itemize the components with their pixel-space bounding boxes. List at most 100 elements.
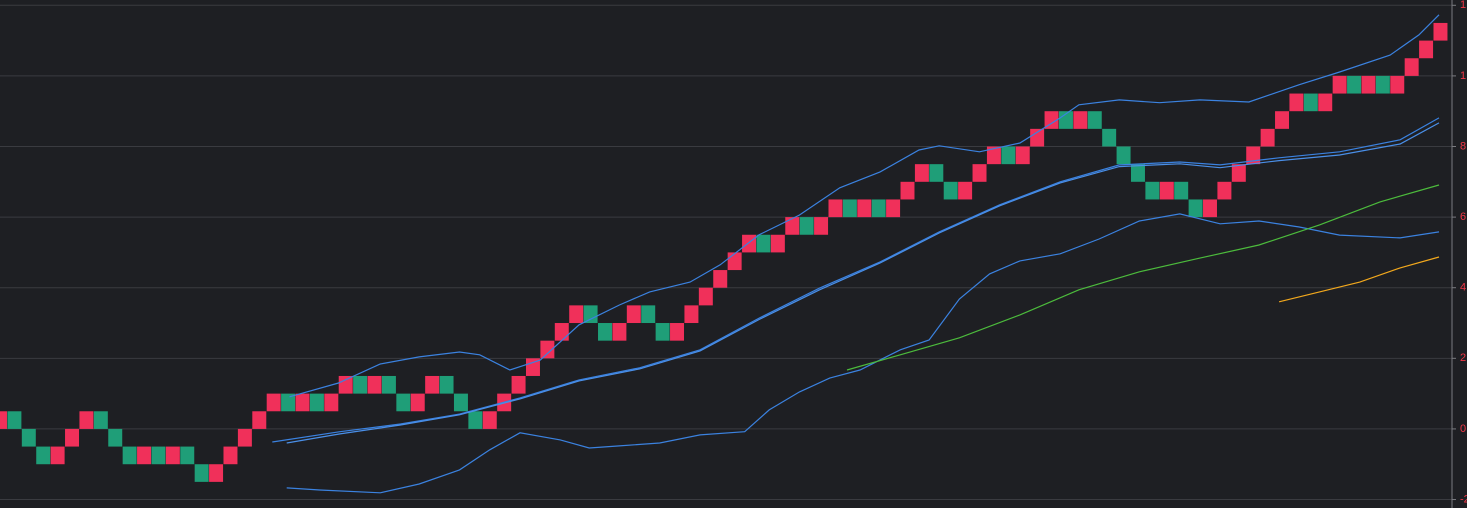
y-tick-label: 4 xyxy=(1460,282,1466,294)
brick xyxy=(151,446,166,465)
brick xyxy=(900,181,915,200)
brick xyxy=(958,181,973,200)
brick xyxy=(367,375,382,394)
brick xyxy=(1130,164,1145,182)
brick xyxy=(223,446,238,465)
brick xyxy=(353,375,368,394)
brick xyxy=(1188,199,1203,218)
brick xyxy=(468,411,483,429)
brick xyxy=(194,464,209,482)
brick xyxy=(21,428,36,447)
brick xyxy=(108,428,123,447)
brick xyxy=(1419,40,1434,59)
brick xyxy=(7,411,22,429)
brick xyxy=(1361,75,1376,94)
brick xyxy=(626,305,641,324)
brick xyxy=(122,446,137,465)
brick xyxy=(670,323,685,341)
brick xyxy=(482,411,497,429)
brick xyxy=(439,375,454,394)
brick xyxy=(713,270,728,288)
brick xyxy=(36,446,51,465)
brick xyxy=(1217,181,1232,200)
brick xyxy=(1332,75,1347,94)
brick xyxy=(698,287,713,306)
y-tick-label: 1 xyxy=(1460,0,1466,11)
brick xyxy=(511,375,526,394)
brick xyxy=(93,411,108,429)
brick xyxy=(1303,93,1318,112)
indicator-line xyxy=(286,213,1440,494)
brick xyxy=(324,393,339,412)
brick xyxy=(1073,111,1088,129)
y-tick-label: 8 xyxy=(1460,140,1466,152)
brick xyxy=(641,305,656,324)
brick xyxy=(453,393,468,412)
brick xyxy=(137,446,152,465)
brick xyxy=(1030,128,1045,147)
brick xyxy=(237,428,252,447)
brick xyxy=(943,181,958,200)
brick xyxy=(338,375,353,394)
brick xyxy=(742,234,757,253)
brick xyxy=(929,164,944,182)
brick xyxy=(799,217,814,235)
brick xyxy=(655,323,670,341)
indicator-line xyxy=(272,117,1440,443)
brick xyxy=(554,323,569,341)
brick xyxy=(1246,146,1261,165)
brick xyxy=(914,164,929,182)
brick xyxy=(1145,181,1160,200)
y-tick-label: 1 xyxy=(1460,70,1466,82)
brick xyxy=(309,393,324,412)
brick xyxy=(583,305,598,324)
brick xyxy=(1318,93,1333,112)
brick xyxy=(1015,146,1030,165)
brick xyxy=(814,217,829,235)
brick xyxy=(886,199,901,218)
brick xyxy=(986,146,1001,165)
brick xyxy=(1260,128,1275,147)
brick xyxy=(1001,146,1016,165)
brick xyxy=(180,446,195,465)
brick xyxy=(410,393,425,412)
brick xyxy=(525,358,540,376)
brick xyxy=(972,164,987,182)
brick xyxy=(1275,111,1290,129)
brick xyxy=(756,234,771,253)
brick xyxy=(540,340,555,359)
brick xyxy=(1087,111,1102,129)
brick xyxy=(1433,22,1448,41)
brick xyxy=(425,375,440,394)
brick xyxy=(1404,58,1419,76)
brick xyxy=(209,464,224,482)
brick xyxy=(785,217,800,235)
brick xyxy=(1203,199,1217,218)
brick xyxy=(0,411,7,429)
brick xyxy=(569,305,584,324)
brick xyxy=(1347,75,1362,94)
brick xyxy=(684,305,699,324)
brick xyxy=(1375,75,1390,94)
y-tick-label: -2 xyxy=(1460,493,1467,505)
brick xyxy=(842,199,857,218)
brick xyxy=(857,199,872,218)
brick xyxy=(79,411,94,429)
brick xyxy=(266,393,281,412)
brick xyxy=(295,393,310,412)
brick xyxy=(65,428,80,447)
brick xyxy=(727,252,742,271)
brick xyxy=(612,323,627,341)
brick xyxy=(396,393,411,412)
indicator-line xyxy=(286,122,1440,444)
brick xyxy=(165,446,180,465)
brick xyxy=(1116,146,1131,165)
y-tick-label: 0 xyxy=(1460,423,1466,435)
indicator-line xyxy=(846,184,1440,371)
brick xyxy=(1044,111,1059,129)
brick xyxy=(1102,128,1117,147)
brick xyxy=(1174,181,1189,200)
y-tick-label: 6 xyxy=(1460,211,1466,223)
